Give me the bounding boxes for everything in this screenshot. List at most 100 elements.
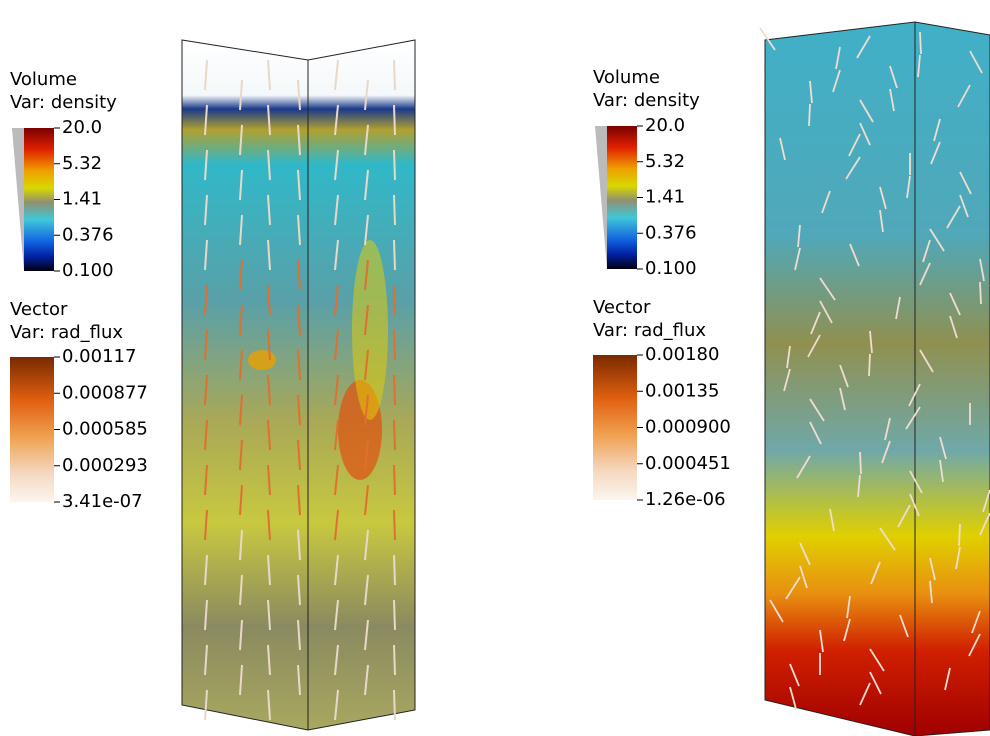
arrow bbox=[204, 59, 208, 91]
arrow bbox=[204, 464, 208, 496]
arrow bbox=[267, 509, 271, 541]
arrow bbox=[859, 99, 874, 123]
arrow bbox=[955, 546, 961, 570]
arrow bbox=[239, 304, 243, 336]
arrow bbox=[334, 509, 339, 541]
arrow bbox=[393, 464, 396, 496]
arrow bbox=[819, 277, 836, 301]
arrow bbox=[204, 329, 208, 361]
arrow bbox=[819, 300, 833, 324]
arrow bbox=[968, 633, 981, 657]
arrow bbox=[958, 523, 961, 547]
legend-title: Vector bbox=[10, 299, 68, 320]
arrow bbox=[297, 169, 301, 201]
arrow bbox=[267, 104, 271, 136]
arrow bbox=[809, 398, 825, 422]
arrow bbox=[794, 247, 801, 271]
arrow bbox=[204, 599, 208, 631]
arrow bbox=[869, 648, 885, 672]
arrow bbox=[879, 186, 887, 210]
arrow bbox=[881, 440, 891, 464]
opacity-ramp bbox=[12, 128, 24, 271]
arrow bbox=[785, 576, 801, 600]
arrow bbox=[946, 205, 961, 229]
arrow bbox=[979, 258, 985, 282]
arrow bbox=[204, 509, 208, 541]
arrow bbox=[846, 595, 851, 619]
legend-variable: Var: rad_flux bbox=[593, 320, 706, 341]
arrow bbox=[929, 557, 936, 581]
arrow bbox=[364, 349, 369, 381]
arrow bbox=[908, 383, 921, 407]
arrow bbox=[364, 214, 369, 246]
arrow bbox=[889, 88, 895, 112]
arrow bbox=[845, 156, 861, 180]
arrow bbox=[204, 419, 208, 451]
arrow bbox=[267, 374, 271, 406]
legend-title: Volume bbox=[593, 67, 660, 88]
arrow bbox=[364, 304, 369, 336]
legend-variable: Var: density bbox=[10, 92, 117, 113]
arrow bbox=[267, 554, 271, 586]
arrow bbox=[239, 79, 243, 111]
arrow bbox=[239, 619, 243, 651]
arrow bbox=[969, 50, 983, 74]
arrow bbox=[239, 259, 243, 291]
legend-label: 0.376 bbox=[645, 222, 697, 243]
arrow bbox=[808, 103, 811, 127]
legend-label: 1.41 bbox=[645, 187, 685, 208]
arrow bbox=[906, 175, 911, 199]
arrow bbox=[364, 394, 369, 426]
arrow bbox=[239, 214, 243, 246]
arrow bbox=[796, 455, 811, 479]
arrow bbox=[868, 353, 871, 377]
arrow bbox=[930, 141, 941, 165]
arrow bbox=[334, 554, 339, 586]
legend-variable: Var: rad_flux bbox=[10, 322, 123, 343]
arrow bbox=[859, 122, 871, 146]
arrow bbox=[870, 561, 881, 585]
arrow bbox=[297, 304, 301, 336]
arrow bbox=[334, 374, 339, 406]
arrow bbox=[979, 512, 990, 536]
arrow bbox=[364, 79, 369, 111]
arrow bbox=[239, 439, 243, 471]
arrow bbox=[267, 689, 271, 721]
arrow bbox=[393, 104, 396, 136]
arrow bbox=[297, 574, 301, 606]
arrow bbox=[959, 171, 972, 195]
arrow bbox=[297, 259, 301, 291]
arrow bbox=[364, 124, 369, 156]
arrow bbox=[297, 664, 301, 696]
arrow bbox=[364, 619, 369, 651]
arrow bbox=[297, 79, 301, 111]
arrow bbox=[393, 644, 396, 676]
arrow bbox=[982, 489, 990, 513]
arrow bbox=[297, 529, 301, 561]
arrow bbox=[939, 436, 947, 460]
arrow bbox=[889, 65, 898, 89]
arrow bbox=[239, 169, 243, 201]
arrow bbox=[799, 542, 811, 566]
legend-label: 1.41 bbox=[62, 189, 102, 210]
arrow bbox=[897, 504, 911, 528]
arrow bbox=[979, 281, 982, 305]
arrow bbox=[786, 345, 791, 369]
arrow bbox=[334, 644, 339, 676]
arrow bbox=[239, 664, 243, 696]
arrow bbox=[393, 599, 396, 631]
color-bar bbox=[24, 128, 54, 271]
arrow bbox=[879, 209, 884, 233]
arrow bbox=[810, 311, 821, 335]
arrow bbox=[364, 484, 369, 516]
legend-label: 1.26e-06 bbox=[645, 489, 726, 510]
arrow bbox=[297, 394, 301, 426]
arrow bbox=[869, 671, 882, 695]
arrow bbox=[797, 224, 801, 248]
arrow bbox=[204, 374, 208, 406]
arrow bbox=[334, 284, 339, 316]
arrow bbox=[835, 46, 841, 70]
arrow bbox=[905, 406, 921, 430]
